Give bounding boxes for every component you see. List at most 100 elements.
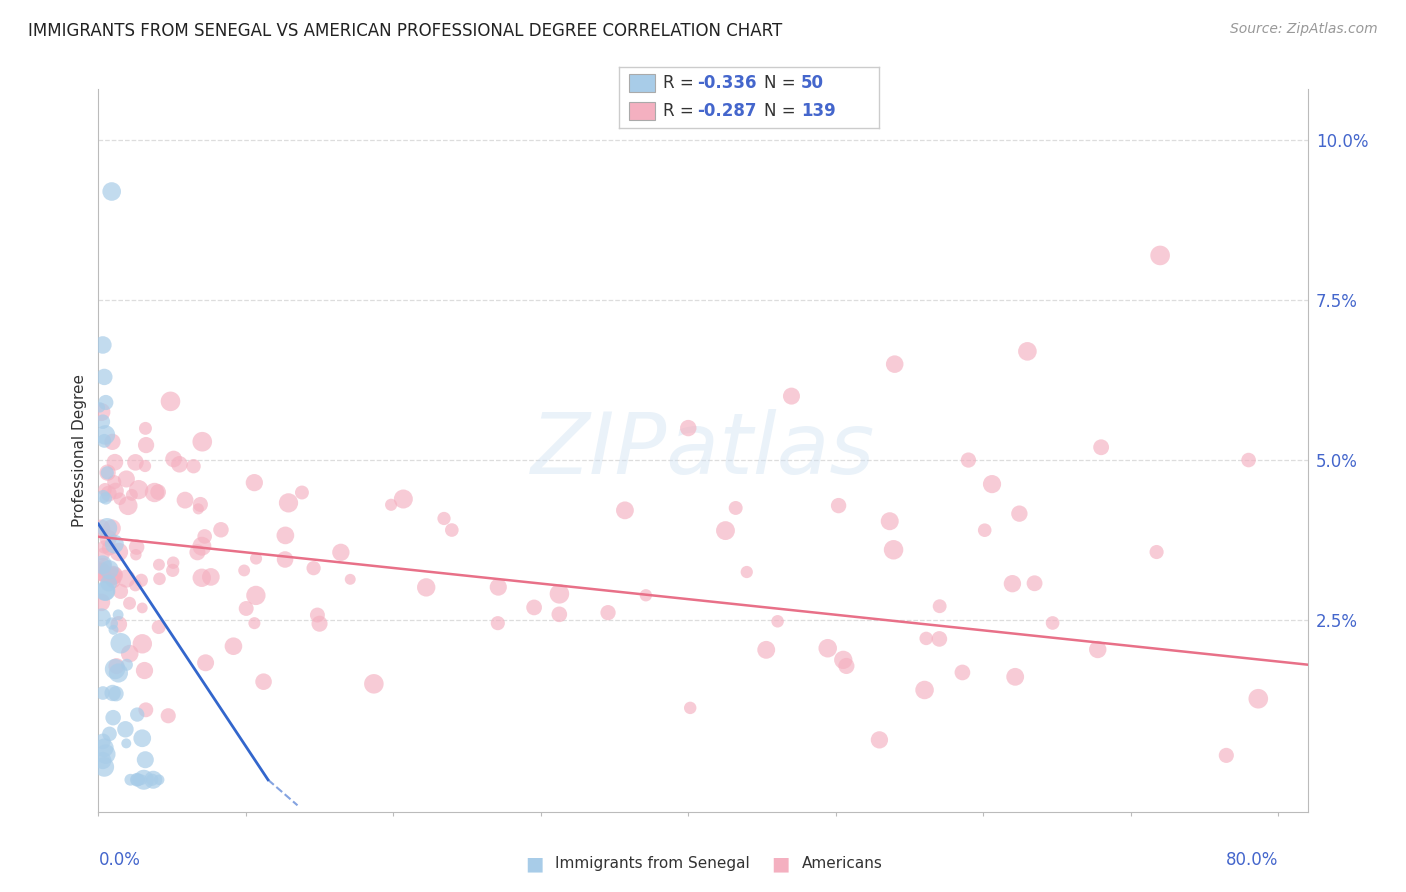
Point bbox=[134, 421, 156, 435]
Point bbox=[548, 587, 571, 601]
Point bbox=[433, 511, 456, 525]
Point bbox=[183, 459, 205, 474]
Point bbox=[392, 491, 415, 506]
Point bbox=[1024, 576, 1046, 591]
Point bbox=[245, 589, 267, 603]
Text: N =: N = bbox=[765, 103, 801, 120]
Point bbox=[523, 600, 546, 615]
Point bbox=[157, 708, 180, 723]
Point bbox=[94, 747, 117, 761]
Point bbox=[883, 542, 905, 557]
Point bbox=[98, 727, 121, 741]
Point bbox=[134, 458, 156, 473]
Point bbox=[415, 580, 437, 594]
Y-axis label: Professional Degree: Professional Degree bbox=[72, 374, 87, 527]
Point bbox=[131, 731, 153, 746]
Point bbox=[105, 687, 128, 701]
Point bbox=[1087, 642, 1109, 657]
Text: ■: ■ bbox=[770, 854, 790, 873]
Point bbox=[90, 521, 112, 535]
Text: -0.287: -0.287 bbox=[697, 103, 756, 120]
Point bbox=[100, 185, 122, 199]
Point bbox=[613, 503, 636, 517]
Point bbox=[94, 483, 117, 497]
Point bbox=[1146, 545, 1168, 559]
Point bbox=[90, 405, 112, 419]
Point bbox=[124, 455, 146, 469]
Point bbox=[817, 641, 839, 656]
Point bbox=[233, 564, 256, 578]
Point bbox=[90, 562, 112, 576]
Point bbox=[91, 415, 114, 429]
Point bbox=[245, 551, 267, 566]
Point bbox=[329, 545, 352, 559]
Point bbox=[134, 664, 156, 678]
Point bbox=[957, 453, 980, 467]
Point bbox=[879, 514, 901, 528]
Point bbox=[105, 659, 128, 673]
Point bbox=[148, 620, 170, 634]
Point bbox=[115, 736, 138, 750]
Text: R =: R = bbox=[662, 74, 699, 92]
Point bbox=[91, 686, 114, 700]
Point bbox=[121, 488, 143, 502]
FancyBboxPatch shape bbox=[628, 74, 655, 93]
Text: R =: R = bbox=[662, 103, 699, 120]
Point bbox=[634, 588, 657, 602]
Point bbox=[135, 438, 157, 452]
Point bbox=[973, 523, 995, 537]
Point bbox=[94, 584, 117, 599]
Point bbox=[131, 637, 153, 651]
Point bbox=[548, 607, 571, 622]
Point bbox=[101, 521, 124, 535]
Point bbox=[235, 601, 257, 615]
Point bbox=[132, 772, 155, 787]
Point bbox=[200, 570, 222, 584]
Point bbox=[291, 485, 314, 500]
Point bbox=[363, 677, 385, 691]
Point bbox=[93, 568, 115, 582]
Point bbox=[1004, 670, 1026, 684]
Point bbox=[194, 656, 217, 670]
Point bbox=[194, 529, 217, 543]
Point bbox=[108, 491, 131, 506]
Point bbox=[1237, 453, 1260, 467]
Point bbox=[94, 428, 117, 442]
Point bbox=[94, 491, 117, 506]
Point bbox=[243, 475, 266, 490]
Point bbox=[302, 561, 325, 575]
Point bbox=[115, 572, 138, 586]
Point bbox=[91, 547, 114, 561]
Point bbox=[148, 558, 170, 572]
Point bbox=[118, 596, 141, 610]
Point bbox=[1215, 748, 1237, 763]
Point bbox=[307, 607, 329, 622]
Text: Immigrants from Senegal: Immigrants from Senegal bbox=[555, 856, 751, 871]
Point bbox=[486, 616, 509, 631]
Point bbox=[131, 772, 153, 787]
Point bbox=[128, 772, 150, 787]
Point bbox=[103, 568, 125, 582]
Point bbox=[103, 537, 125, 551]
Point bbox=[101, 686, 124, 700]
Point bbox=[98, 541, 121, 556]
Point bbox=[766, 615, 789, 629]
Point bbox=[252, 674, 274, 689]
Point bbox=[191, 539, 214, 553]
Point bbox=[440, 523, 463, 537]
Point bbox=[89, 401, 111, 415]
Point bbox=[678, 421, 700, 435]
Point bbox=[190, 571, 212, 585]
Point bbox=[714, 524, 737, 538]
Point bbox=[104, 455, 127, 469]
Point bbox=[101, 711, 124, 725]
Point bbox=[486, 580, 509, 594]
Point bbox=[243, 616, 266, 631]
Point bbox=[274, 528, 297, 542]
Point bbox=[724, 500, 747, 515]
Point bbox=[96, 521, 118, 535]
Point bbox=[91, 754, 114, 768]
Point bbox=[97, 576, 120, 591]
Text: 80.0%: 80.0% bbox=[1226, 851, 1278, 869]
FancyBboxPatch shape bbox=[628, 102, 655, 120]
